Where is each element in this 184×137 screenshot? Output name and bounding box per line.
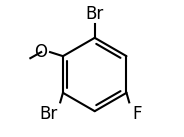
Text: F: F: [132, 105, 141, 123]
Text: O: O: [34, 43, 47, 61]
Text: Br: Br: [39, 105, 58, 123]
Text: Br: Br: [86, 5, 104, 23]
